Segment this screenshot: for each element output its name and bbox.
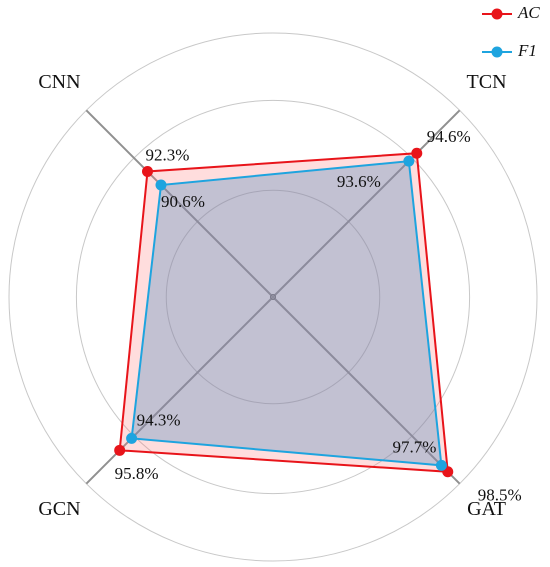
center bbox=[270, 294, 276, 300]
spoke bbox=[272, 109, 461, 298]
spoke bbox=[85, 109, 274, 298]
legend-marker bbox=[491, 8, 503, 20]
series-area bbox=[119, 153, 448, 472]
data-point bbox=[435, 459, 447, 471]
data-label: 90.6% bbox=[161, 192, 205, 211]
data-label: 93.6% bbox=[337, 172, 381, 191]
legend-label: AC bbox=[517, 3, 540, 22]
spoke bbox=[272, 296, 461, 485]
grid-circle bbox=[75, 99, 471, 495]
data-label: 95.8% bbox=[115, 464, 159, 483]
data-point bbox=[114, 444, 126, 456]
grid-circle bbox=[8, 32, 538, 562]
grid-circle bbox=[165, 189, 381, 405]
legend-marker bbox=[491, 46, 503, 58]
legend-label: F1 bbox=[517, 41, 537, 60]
data-label: 94.3% bbox=[137, 410, 181, 429]
data-label: 94.6% bbox=[427, 127, 471, 146]
data-point bbox=[155, 179, 167, 191]
axis-label: CNN bbox=[38, 71, 80, 93]
data-point bbox=[411, 147, 423, 159]
data-point bbox=[403, 155, 415, 167]
data-point bbox=[126, 432, 138, 444]
axis-label: GAT bbox=[467, 498, 506, 520]
axis-label: TCN bbox=[467, 71, 507, 93]
data-label: 92.3% bbox=[145, 145, 189, 164]
data-label: 98.5% bbox=[478, 486, 522, 505]
axis-label: GCN bbox=[38, 498, 80, 520]
data-point bbox=[141, 165, 153, 177]
data-label: 97.7% bbox=[392, 437, 436, 456]
series-area bbox=[131, 161, 442, 466]
